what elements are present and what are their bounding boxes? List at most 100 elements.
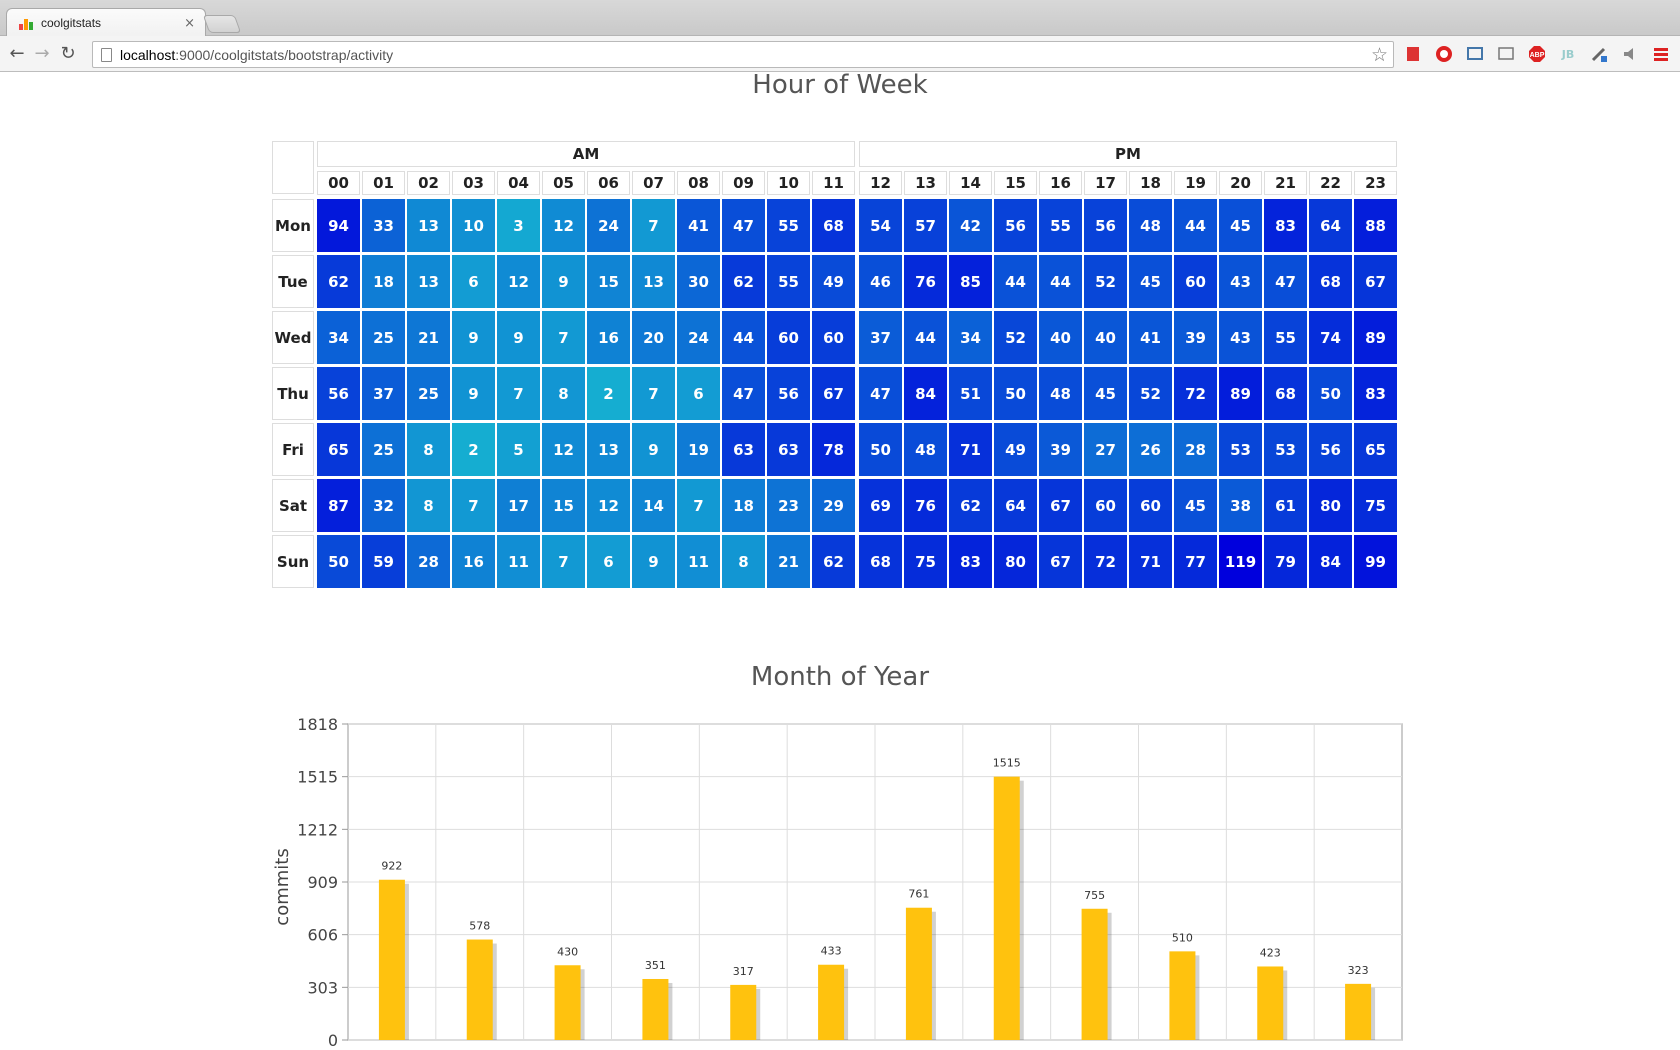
address-bar[interactable]: localhost:9000/coolgitstats/bootstrap/ac… (92, 41, 1394, 68)
hour-header: 23 (1354, 171, 1397, 195)
heatmap-cell: 37 (362, 367, 405, 420)
heatmap-cell: 7 (632, 367, 675, 420)
day-label: Wed (272, 311, 314, 364)
url-text[interactable]: localhost:9000/coolgitstats/bootstrap/ac… (120, 46, 394, 63)
heatmap-cell: 60 (1084, 479, 1127, 532)
bar (993, 776, 1020, 1040)
hour-header: 19 (1174, 171, 1217, 195)
heatmap-cell: 79 (1264, 535, 1307, 588)
hour-header: 20 (1219, 171, 1262, 195)
heatmap-cell: 76 (904, 479, 947, 532)
heatmap-cell: 45 (1129, 255, 1172, 308)
adblock-icon[interactable]: ABP (1526, 44, 1548, 64)
heatmap-cell: 13 (407, 255, 450, 308)
am-header: AM (317, 141, 855, 167)
back-icon[interactable]: ← (9, 43, 25, 64)
heatmap-cell: 50 (317, 535, 360, 588)
heatmap-cell: 8 (722, 535, 765, 588)
heatmap-cell: 56 (994, 199, 1037, 252)
hour-header: 16 (1039, 171, 1082, 195)
menu-icon[interactable] (1650, 44, 1672, 64)
heatmap-cell: 68 (1309, 255, 1352, 308)
hour-header: 01 (362, 171, 405, 195)
tab-title: coolgitstats (41, 16, 102, 30)
screen-capture-icon[interactable] (1464, 44, 1486, 64)
heatmap-cell: 8 (407, 479, 450, 532)
heatmap-cell: 38 (1219, 479, 1262, 532)
heatmap-cell: 13 (407, 199, 450, 252)
hour-header: 12 (859, 171, 902, 195)
heatmap-cell: 15 (587, 255, 630, 308)
heatmap-cell: 83 (949, 535, 992, 588)
heatmap-cell: 24 (677, 311, 720, 364)
heatmap-cell: 65 (1354, 423, 1397, 476)
bar-value-label: 578 (469, 920, 490, 933)
heatmap-cell: 56 (1309, 423, 1352, 476)
bar (378, 879, 405, 1040)
heatmap-cell: 84 (1309, 535, 1352, 588)
hour-header: 07 (632, 171, 675, 195)
speaker-icon[interactable] (1619, 44, 1641, 64)
heatmap-cell: 50 (859, 423, 902, 476)
heatmap-cell: 62 (722, 255, 765, 308)
pm-header: PM (859, 141, 1397, 167)
bar (730, 984, 757, 1040)
heatmap-cell: 75 (1354, 479, 1397, 532)
bar-value-label: 430 (557, 945, 578, 958)
heatmap-cell: 44 (722, 311, 765, 364)
browser-tab[interactable]: coolgitstats × (6, 8, 206, 37)
heatmap-cell: 41 (677, 199, 720, 252)
heatmap-cell: 2 (452, 423, 495, 476)
jetbrains-icon[interactable]: JB (1561, 47, 1575, 61)
heatmap-cell: 44 (994, 255, 1037, 308)
browser-toolbar: ← → ↻ localhost:9000/coolgitstats/bootst… (0, 36, 1680, 72)
y-axis-label: commits (272, 848, 293, 925)
y-tick-label: 909 (307, 873, 338, 892)
eyedropper-icon[interactable] (1588, 44, 1610, 64)
heatmap-cell: 21 (407, 311, 450, 364)
heatmap-cell: 26 (1129, 423, 1172, 476)
hour-header: 09 (722, 171, 765, 195)
bar-value-label: 755 (1084, 889, 1105, 902)
heatmap-cell: 9 (452, 367, 495, 420)
heatmap-cell: 23 (767, 479, 810, 532)
heatmap-cell: 25 (407, 367, 450, 420)
heatmap-cell: 48 (904, 423, 947, 476)
forward-icon[interactable]: → (34, 43, 50, 64)
record-icon[interactable] (1433, 44, 1455, 64)
heatmap-cell: 46 (859, 255, 902, 308)
heatmap-cell: 67 (1354, 255, 1397, 308)
heatmap-cell: 13 (632, 255, 675, 308)
day-label: Thu (272, 367, 314, 420)
cast-icon[interactable] (1495, 44, 1517, 64)
bar (642, 978, 669, 1040)
heatmap-cell: 12 (542, 423, 585, 476)
heatmap-cell: 9 (632, 423, 675, 476)
heatmap-cell: 68 (1264, 367, 1307, 420)
bookmark-icon[interactable] (1402, 44, 1424, 64)
heatmap-cell: 11 (497, 535, 540, 588)
hour-header: 08 (677, 171, 720, 195)
reload-icon[interactable]: ↻ (60, 43, 76, 64)
heatmap-cell: 57 (904, 199, 947, 252)
bar (818, 964, 845, 1040)
heatmap-cell: 42 (949, 199, 992, 252)
heatmap-cell: 76 (904, 255, 947, 308)
hour-header: 02 (407, 171, 450, 195)
heatmap-cell: 28 (407, 535, 450, 588)
hour-header: 04 (497, 171, 540, 195)
hour-header: 11 (812, 171, 855, 195)
heatmap-cell: 7 (497, 367, 540, 420)
heatmap-cell: 54 (859, 199, 902, 252)
bookmark-star-icon[interactable]: ☆ (1370, 43, 1388, 66)
heatmap-corner (272, 141, 314, 194)
heatmap-cell: 53 (1219, 423, 1262, 476)
heatmap-cell: 33 (362, 199, 405, 252)
heatmap-cell: 28 (1174, 423, 1217, 476)
heatmap-cell: 32 (362, 479, 405, 532)
close-icon[interactable]: × (184, 15, 195, 31)
heatmap-cell: 47 (722, 199, 765, 252)
heatmap-cell: 7 (677, 479, 720, 532)
hour-header: 15 (994, 171, 1037, 195)
new-tab-button[interactable] (202, 15, 242, 33)
